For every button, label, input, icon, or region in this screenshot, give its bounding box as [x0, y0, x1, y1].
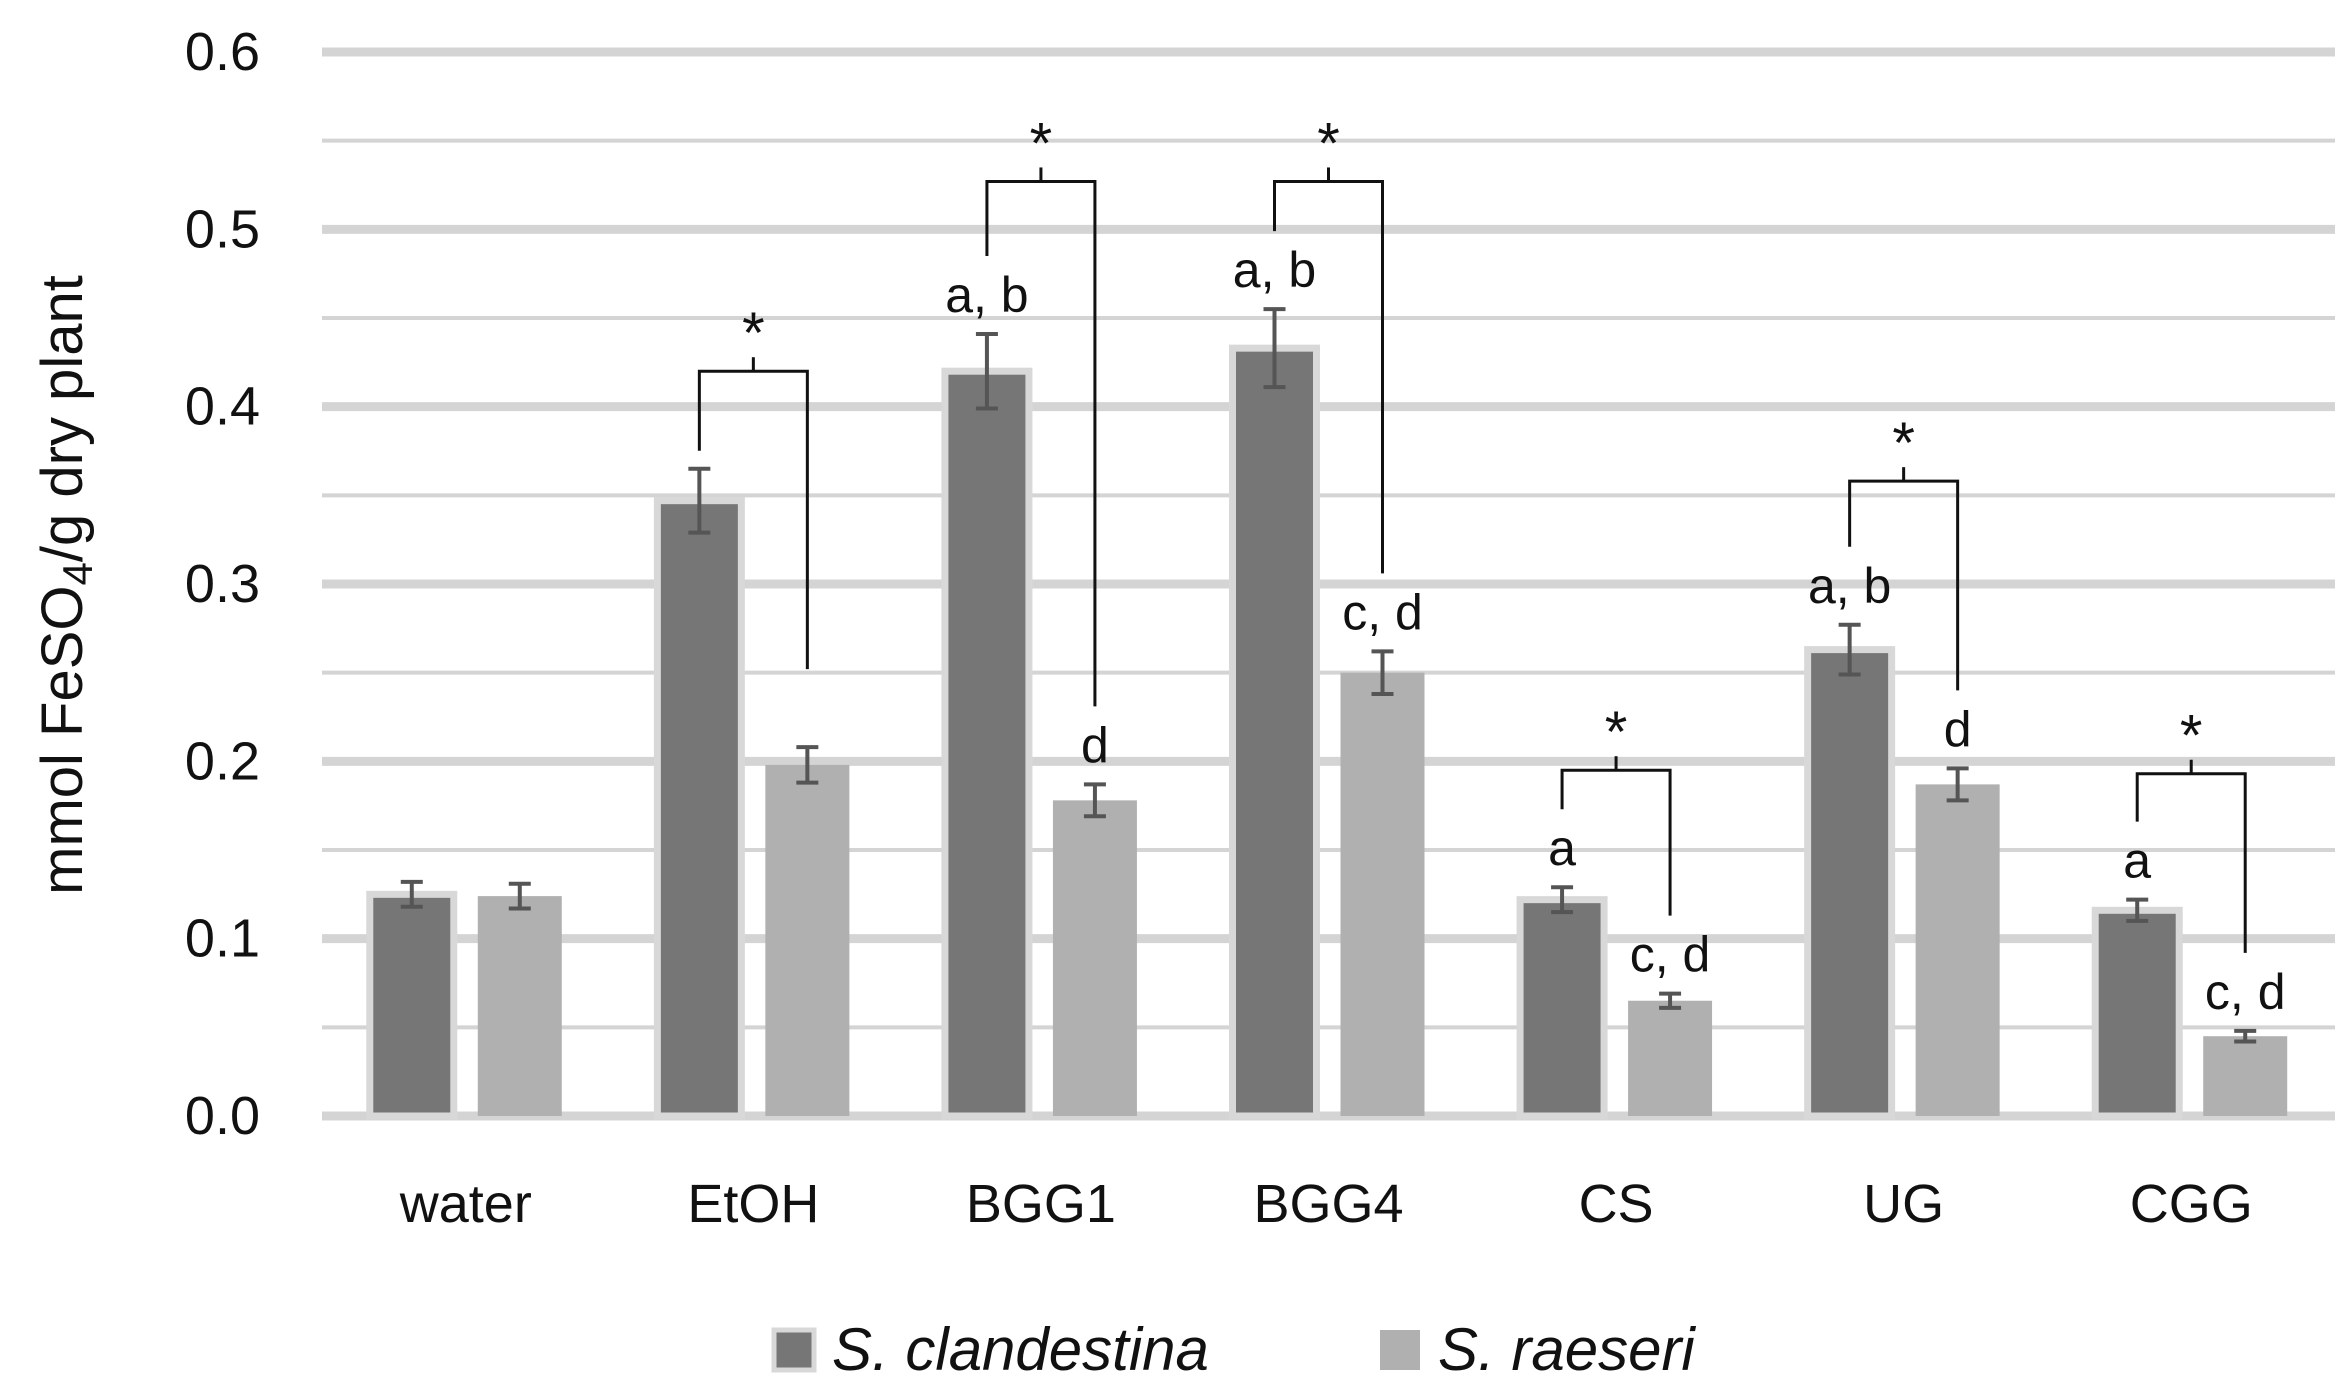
- y-axis-label: mmol FeSO4/g dry plant: [30, 275, 101, 895]
- x-axis-ticks: water EtOH BGG1 BGG4 CS UG CGG: [399, 1174, 2253, 1234]
- bar: [1229, 344, 1320, 1120]
- bar: [1804, 646, 1896, 1120]
- bar: [366, 890, 458, 1120]
- bar: [1915, 784, 2000, 1116]
- significance-letter: a, b: [1808, 558, 1891, 614]
- x-tick-label: CGG: [2130, 1174, 2253, 1234]
- significance-bracket: [2135, 772, 2247, 953]
- bar: [653, 497, 745, 1120]
- significance-star: *: [1030, 111, 1053, 176]
- legend-label: S. raeseri: [1438, 1316, 1696, 1383]
- y-tick-label: 0.3: [185, 554, 260, 614]
- x-tick-label: CS: [1579, 1174, 1654, 1234]
- significance-star: *: [1892, 411, 1915, 476]
- y-tick-label: 0.1: [185, 909, 260, 969]
- x-tick-label: water: [399, 1174, 532, 1234]
- annotations: a, b d a, b c, d a c, d a, b d a c, d * * * * * *: [697, 111, 2286, 1020]
- y-tick-label: 0.2: [185, 731, 260, 791]
- bar: [477, 896, 562, 1116]
- y-axis-ticks: 0.0 0.1 0.2 0.3 0.4 0.5 0.6: [185, 22, 260, 1146]
- significance-letter: d: [1944, 701, 1972, 757]
- legend-swatch: [1380, 1330, 1420, 1370]
- y-tick-label: 0.0: [185, 1086, 260, 1146]
- x-tick-label: BGG4: [1253, 1174, 1403, 1234]
- bars: [366, 307, 2288, 1120]
- significance-letter: a: [2123, 833, 2151, 889]
- bar: [1340, 672, 1425, 1116]
- significance-star: *: [2180, 704, 2203, 769]
- bar: [2203, 1036, 2288, 1116]
- y-tick-label: 0.4: [185, 377, 260, 437]
- significance-letter: a, b: [1233, 242, 1316, 298]
- legend: S. clandestina S. raeseri: [771, 1316, 1696, 1383]
- significance-star: *: [1317, 111, 1340, 176]
- x-tick-label: UG: [1863, 1174, 1944, 1234]
- significance-bracket: [1560, 768, 1672, 916]
- bar: [1052, 800, 1137, 1116]
- bar: [941, 367, 1033, 1120]
- significance-letter: a: [1548, 820, 1576, 876]
- bar: [1628, 1000, 1713, 1116]
- significance-letter: d: [1081, 717, 1109, 773]
- significance-letter: c, d: [1630, 927, 1711, 983]
- significance-letter: c, d: [1342, 584, 1423, 640]
- significance-bracket: [1848, 479, 1960, 691]
- bar: [1516, 896, 1608, 1120]
- y-tick-label: 0.5: [185, 199, 260, 259]
- bar: [2091, 906, 2183, 1120]
- x-tick-label: BGG1: [966, 1174, 1116, 1234]
- x-tick-label: EtOH: [687, 1174, 819, 1234]
- significance-letter: a, b: [945, 267, 1028, 323]
- legend-label: S. clandestina: [832, 1316, 1209, 1383]
- grid-lines: [322, 47, 2335, 1121]
- bar: [765, 764, 850, 1116]
- y-tick-label: 0.6: [185, 22, 260, 82]
- significance-letter: c, d: [2205, 964, 2286, 1020]
- legend-swatch: [771, 1327, 817, 1373]
- significance-star: *: [742, 301, 765, 366]
- significance-star: *: [1605, 700, 1628, 765]
